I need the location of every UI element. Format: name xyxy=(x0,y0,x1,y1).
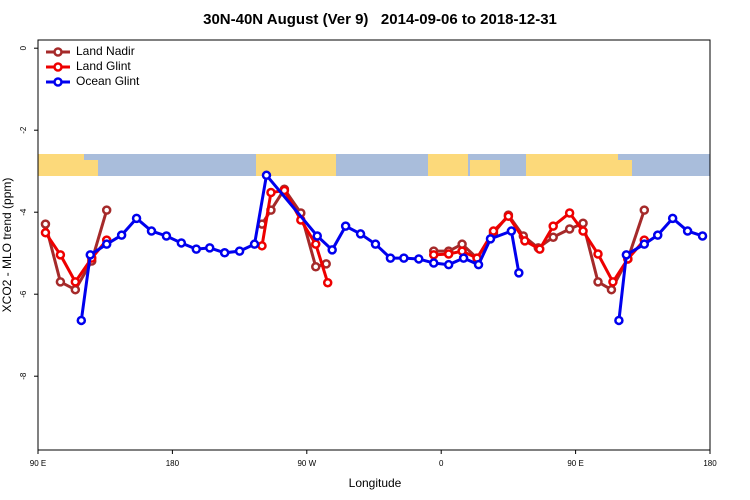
point xyxy=(621,250,632,260)
point xyxy=(564,208,575,218)
legend-marker xyxy=(53,62,63,72)
point xyxy=(485,234,496,244)
point xyxy=(578,226,588,236)
point xyxy=(639,239,650,249)
point xyxy=(311,239,321,249)
point xyxy=(161,231,172,241)
point xyxy=(191,244,202,254)
point xyxy=(131,213,142,224)
point xyxy=(70,284,81,295)
point xyxy=(428,258,439,268)
point xyxy=(593,277,603,287)
point xyxy=(312,231,323,241)
point xyxy=(473,259,484,270)
map-strip xyxy=(38,154,710,176)
point xyxy=(234,246,245,256)
x-tick-label: 180 xyxy=(703,459,717,468)
y-tick-label: 0 xyxy=(19,45,28,50)
point xyxy=(176,238,187,248)
point xyxy=(535,244,545,254)
point xyxy=(101,205,112,215)
chart-title: 30N-40N August (Ver 9) 2014-09-06 to 201… xyxy=(203,11,557,28)
point xyxy=(85,250,96,260)
point xyxy=(40,227,51,238)
point xyxy=(614,315,624,326)
x-tick-label: 0 xyxy=(439,459,444,468)
point xyxy=(503,211,514,222)
point xyxy=(652,230,663,240)
point xyxy=(146,226,157,236)
y-tick-label: -8 xyxy=(19,372,28,380)
point xyxy=(639,205,650,215)
point xyxy=(76,315,87,326)
y-tick-label: -6 xyxy=(19,290,28,298)
point xyxy=(488,226,499,236)
legend-marker xyxy=(53,47,63,57)
point xyxy=(667,213,678,224)
x-tick-label: 180 xyxy=(166,459,180,468)
point xyxy=(506,226,517,236)
x-tick-label: 90 E xyxy=(567,459,583,468)
plot-frame xyxy=(37,39,711,451)
point xyxy=(249,239,260,249)
series-line xyxy=(79,171,704,321)
legend-label: Land Glint xyxy=(76,59,131,73)
y-tick-label: -4 xyxy=(19,208,28,216)
point xyxy=(399,253,409,263)
x-tick-label: 90 W xyxy=(297,459,316,468)
point xyxy=(520,236,530,246)
point xyxy=(266,187,276,198)
y-tick-label: -2 xyxy=(19,126,28,134)
point xyxy=(564,224,575,234)
point xyxy=(428,250,439,260)
point xyxy=(116,230,127,240)
point xyxy=(55,250,66,260)
point xyxy=(55,277,66,287)
point xyxy=(355,229,366,239)
point xyxy=(101,239,112,249)
legend-marker xyxy=(53,77,63,87)
point xyxy=(548,232,558,242)
point xyxy=(40,219,51,229)
legend-label: Ocean Glint xyxy=(76,74,140,88)
y-axis-label: XCO2 - MLO trend (ppm) xyxy=(0,178,14,313)
point xyxy=(385,253,396,263)
point xyxy=(340,221,351,231)
point xyxy=(606,284,617,295)
point xyxy=(219,248,230,258)
point xyxy=(548,221,558,231)
point xyxy=(593,249,603,259)
point xyxy=(370,239,381,249)
point xyxy=(682,226,693,236)
point xyxy=(311,261,321,272)
point xyxy=(261,170,272,181)
point xyxy=(322,277,333,288)
point xyxy=(414,254,424,264)
point xyxy=(204,243,215,253)
point xyxy=(443,249,454,259)
point xyxy=(514,268,524,278)
x-axis-label: Longitude xyxy=(349,476,402,490)
point xyxy=(70,277,81,287)
point xyxy=(697,231,708,241)
point xyxy=(257,241,267,251)
point xyxy=(327,245,337,255)
point xyxy=(443,259,454,270)
point xyxy=(458,253,469,263)
point xyxy=(608,277,618,287)
x-tick-label: 90 E xyxy=(30,459,46,468)
legend-label: Land Nadir xyxy=(76,44,135,58)
